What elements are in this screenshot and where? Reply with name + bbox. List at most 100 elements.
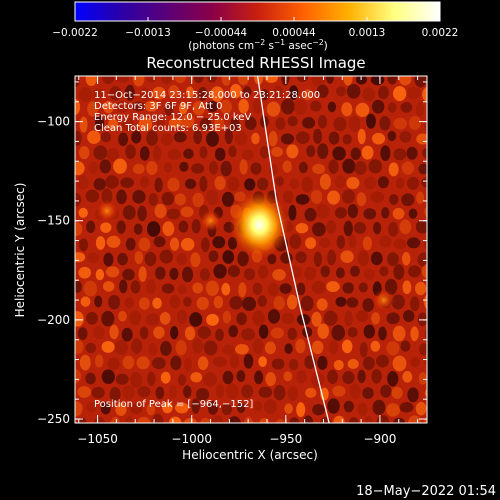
pattern-cell bbox=[303, 89, 312, 101]
pattern-cell bbox=[101, 310, 115, 327]
pattern-cell bbox=[371, 312, 381, 325]
pattern-cell bbox=[190, 372, 203, 383]
pattern-cell bbox=[401, 251, 411, 266]
x-tick-label: −1050 bbox=[77, 432, 118, 446]
solar-limb-line bbox=[256, 76, 330, 423]
pattern-cell bbox=[296, 76, 309, 82]
pattern-cell bbox=[154, 203, 167, 219]
pattern-cell bbox=[295, 131, 310, 145]
pattern-cell bbox=[319, 237, 331, 249]
pattern-cell bbox=[132, 76, 145, 87]
pattern-cell bbox=[364, 268, 375, 280]
pattern-cell bbox=[100, 222, 112, 233]
pattern-cell bbox=[364, 416, 373, 423]
pattern-cell bbox=[138, 297, 150, 310]
pattern-cell bbox=[370, 191, 385, 203]
pattern-cell bbox=[131, 130, 142, 144]
pattern-cell bbox=[86, 252, 100, 263]
pattern-cell bbox=[166, 208, 181, 220]
pattern-cell bbox=[335, 296, 347, 307]
pattern-cell bbox=[319, 416, 332, 423]
plot-frame bbox=[74, 75, 428, 424]
pattern-cell bbox=[162, 221, 175, 237]
pattern-cell bbox=[75, 339, 84, 355]
info-text: 11−Oct−2014 23:15:28.000 to 23:21:28.000… bbox=[94, 90, 320, 410]
pattern-cell bbox=[243, 353, 254, 369]
pattern-cell bbox=[85, 372, 96, 385]
pattern-cell bbox=[119, 279, 128, 294]
axis-ticks bbox=[75, 76, 427, 423]
pattern-cell bbox=[109, 324, 119, 340]
pattern-cell bbox=[103, 252, 114, 267]
pattern-cell bbox=[179, 161, 189, 172]
pattern-cell bbox=[275, 117, 286, 130]
pattern-cell bbox=[304, 266, 317, 281]
pattern-cell bbox=[380, 384, 392, 398]
pattern-cell bbox=[372, 399, 386, 416]
colorbar-bar bbox=[74, 1, 441, 22]
pattern-cell bbox=[113, 158, 127, 174]
pattern-cell bbox=[137, 205, 147, 222]
pattern-cell bbox=[199, 268, 211, 281]
pattern-cell bbox=[391, 386, 403, 399]
pattern-cell bbox=[159, 249, 174, 264]
pattern-cell bbox=[214, 117, 225, 131]
pattern-cell bbox=[129, 310, 142, 326]
pattern-cell bbox=[224, 128, 233, 145]
pattern-cell bbox=[423, 240, 427, 250]
pattern-cell bbox=[387, 370, 399, 387]
pattern-cell bbox=[75, 252, 86, 263]
pattern-cell bbox=[415, 219, 427, 234]
pattern-cell bbox=[399, 402, 414, 413]
pattern-cell bbox=[160, 371, 171, 384]
pattern-cell bbox=[99, 159, 112, 174]
pattern-cell bbox=[392, 355, 407, 372]
pattern-cell bbox=[78, 145, 90, 160]
pattern-cell bbox=[284, 343, 293, 354]
pattern-cell bbox=[387, 76, 397, 85]
pattern-cell bbox=[225, 383, 239, 400]
pattern-cell bbox=[206, 100, 219, 113]
pattern-cell bbox=[222, 370, 234, 385]
pattern-cell bbox=[193, 129, 203, 145]
pattern-cell bbox=[389, 194, 399, 205]
pattern-cell bbox=[116, 76, 130, 84]
pattern-cell bbox=[201, 237, 210, 253]
pattern-cell bbox=[313, 128, 323, 144]
pattern-cell bbox=[236, 312, 247, 326]
pattern-cell bbox=[85, 189, 99, 203]
pattern-cell bbox=[288, 85, 299, 101]
pattern-cell bbox=[87, 101, 98, 117]
pattern-cell bbox=[106, 235, 121, 248]
pattern-cell bbox=[258, 265, 269, 279]
pattern-cell bbox=[266, 101, 281, 117]
pattern-cell bbox=[169, 267, 179, 280]
pattern-cell bbox=[252, 310, 265, 326]
pattern-cell bbox=[152, 297, 162, 309]
pattern-cell bbox=[320, 265, 331, 278]
pattern-cell bbox=[105, 175, 120, 189]
pattern-cell bbox=[173, 131, 187, 143]
pattern-cell bbox=[181, 266, 194, 283]
pattern-cell bbox=[214, 147, 226, 161]
pattern-cell bbox=[258, 324, 269, 339]
pattern-cell bbox=[242, 86, 252, 97]
pattern-cell bbox=[196, 388, 210, 401]
pattern-cell bbox=[131, 101, 146, 112]
pattern-cell bbox=[146, 161, 158, 176]
colorbar-ticks bbox=[74, 17, 441, 21]
pattern-cell bbox=[296, 282, 306, 296]
footer-timestamp: 18−May−2022 01:54 bbox=[356, 484, 496, 499]
pattern-cell bbox=[106, 148, 120, 162]
pattern-cell bbox=[124, 297, 134, 309]
pattern-cell bbox=[108, 294, 121, 310]
pattern-cell bbox=[207, 76, 217, 83]
pattern-cell bbox=[272, 85, 284, 100]
pattern-cell bbox=[272, 268, 286, 281]
pattern-cell bbox=[286, 294, 298, 310]
pattern-cell bbox=[280, 133, 295, 145]
y-tick-label: −150 bbox=[37, 214, 70, 228]
pattern-cell bbox=[137, 416, 151, 423]
colorbar-tick-label: −0.0013 bbox=[125, 27, 171, 39]
colorbar-tick-label: −0.00044 bbox=[195, 27, 248, 39]
